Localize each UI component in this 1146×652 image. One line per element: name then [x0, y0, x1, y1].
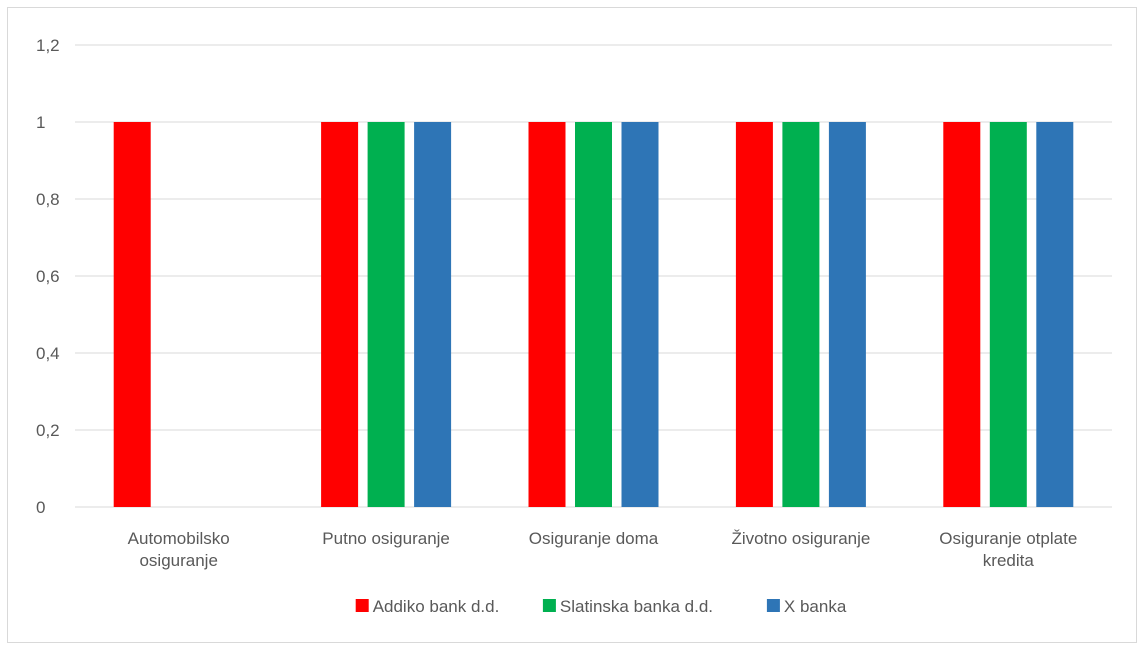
bar — [414, 122, 452, 507]
bar — [782, 122, 820, 507]
bar — [735, 122, 773, 507]
legend-label: X banka — [784, 597, 847, 616]
y-tick-label: 1 — [36, 113, 45, 132]
x-tick-label: Putno osiguranje — [322, 529, 450, 548]
bar — [828, 122, 866, 507]
x-tick-label: Osiguranje doma — [529, 529, 659, 548]
x-tick-label: Automobilsko osiguranje — [128, 529, 230, 570]
y-tick-label: 0,2 — [36, 421, 60, 440]
bar — [321, 122, 359, 507]
bar — [1036, 122, 1074, 507]
x-axis-labels: Automobilsko osiguranje Putno osiguranje Os… — [128, 529, 1078, 570]
bars — [113, 122, 1074, 507]
x-tick-label: Osiguranje otplate kredita — [939, 529, 1077, 570]
y-tick-label: 0,4 — [36, 344, 60, 363]
legend-swatch — [542, 599, 556, 612]
bar — [575, 122, 612, 507]
y-tick-label: 0,8 — [36, 190, 60, 209]
legend-label: Addiko bank d.d. — [373, 597, 500, 616]
y-tick-label: 0,6 — [36, 267, 60, 286]
legend-swatch — [355, 599, 369, 612]
y-tick-label: 0 — [36, 498, 45, 517]
legend-swatch — [766, 599, 780, 612]
legend-label: Slatinska banka d.d. — [560, 597, 713, 616]
bar — [989, 122, 1027, 507]
bar — [113, 122, 151, 507]
y-tick-label: 1,2 — [36, 36, 60, 55]
bar — [528, 122, 566, 507]
bar — [621, 122, 659, 507]
legend: Addiko bank d.d. Slatinska banka d.d. X ba… — [355, 597, 847, 616]
bar — [367, 122, 405, 507]
y-axis-ticks: 0 0,2 0,4 0,6 0,8 1 1,2 — [36, 36, 60, 517]
bar — [943, 122, 981, 507]
x-tick-label: Životno osiguranje — [731, 529, 870, 548]
